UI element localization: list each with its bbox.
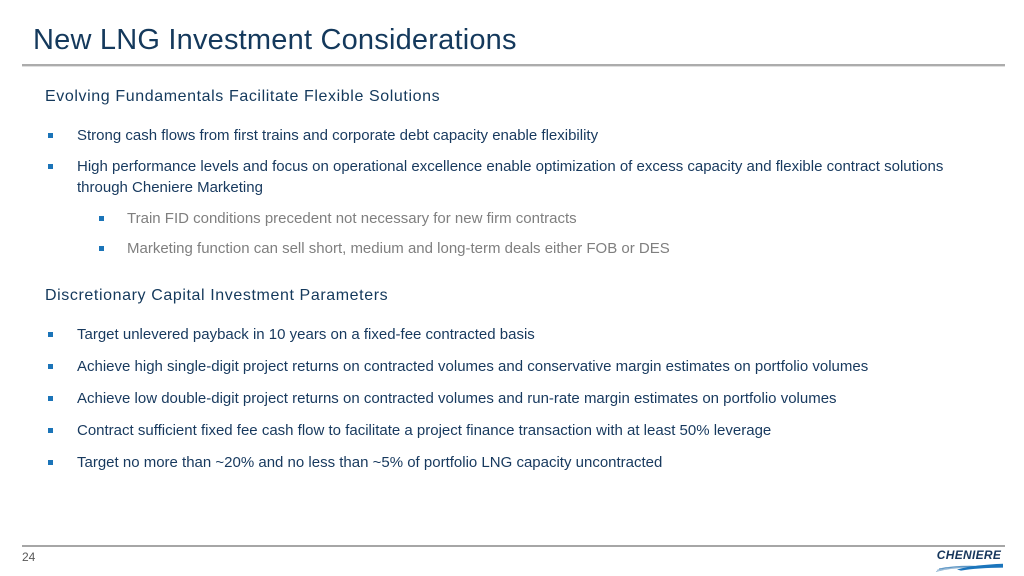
bullet-list-section-2: Target unlevered payback in 10 years on … [45, 324, 988, 473]
bullet-square-icon [99, 246, 104, 251]
bullet-square-icon [48, 332, 53, 337]
sub-bullet-text: Marketing function can sell short, mediu… [127, 240, 670, 257]
bullet-item: Achieve low double-digit project returns… [45, 388, 988, 409]
slide-title: New LNG Investment Considerations [33, 24, 517, 56]
bullet-text: High performance levels and focus on ope… [77, 158, 944, 196]
bullet-square-icon [48, 164, 53, 169]
bullet-square-icon [48, 396, 53, 401]
bullet-square-icon [48, 460, 53, 465]
bullet-item: Contract sufficient fixed fee cash flow … [45, 420, 988, 441]
bullet-item: Target no more than ~20% and no less tha… [45, 452, 988, 473]
bullet-text: Strong cash flows from first trains and … [77, 127, 599, 144]
bullet-list-section-1: Strong cash flows from first trains and … [45, 125, 988, 259]
bullet-text: Achieve low double-digit project returns… [77, 390, 837, 407]
bullet-item: Achieve high single-digit project return… [45, 356, 988, 377]
bullet-text: Contract sufficient fixed fee cash flow … [77, 422, 772, 439]
sub-bullet-item: Train FID conditions precedent not neces… [45, 208, 988, 229]
sub-bullet-text: Train FID conditions precedent not neces… [127, 210, 577, 227]
bullet-text: Achieve high single-digit project return… [77, 358, 869, 375]
cheniere-swoosh-icon [935, 563, 1003, 572]
bullet-text: Target unlevered payback in 10 years on … [77, 326, 535, 343]
sub-bullet-item: Marketing function can sell short, mediu… [45, 238, 988, 259]
title-divider [22, 64, 1005, 66]
footer-divider [22, 545, 1005, 547]
bullet-item: Target unlevered payback in 10 years on … [45, 324, 988, 345]
bullet-square-icon [48, 133, 53, 138]
bullet-square-icon [48, 364, 53, 369]
page-number: 24 [22, 550, 36, 564]
slide-body: Evolving Fundamentals Facilitate Flexibl… [45, 88, 988, 484]
section-heading-evolving-fundamentals: Evolving Fundamentals Facilitate Flexibl… [45, 88, 441, 105]
bullet-square-icon [99, 216, 104, 221]
bullet-item: High performance levels and focus on ope… [45, 156, 988, 198]
section-heading-discretionary-capital: Discretionary Capital Investment Paramet… [45, 287, 389, 304]
bullet-square-icon [48, 428, 53, 433]
cheniere-logo: CHENIERE [933, 549, 1005, 572]
cheniere-logo-text: CHENIERE [936, 548, 1002, 562]
bullet-item: Strong cash flows from first trains and … [45, 125, 988, 146]
bullet-text: Target no more than ~20% and no less tha… [77, 454, 663, 471]
